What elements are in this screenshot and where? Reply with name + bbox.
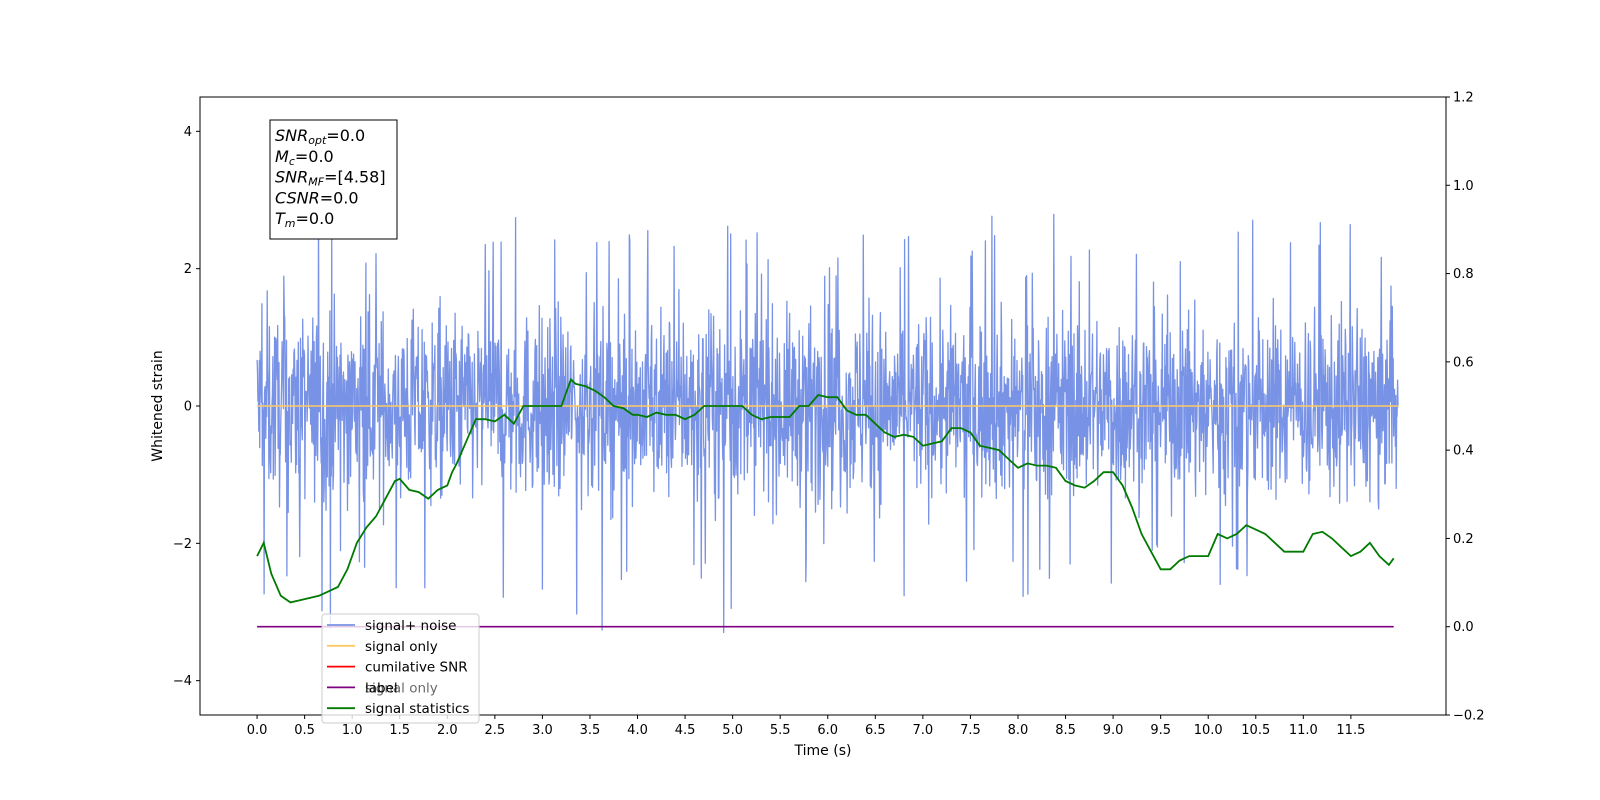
info-subscript: m (285, 217, 296, 230)
x-tick-label: 3.0 (532, 723, 553, 738)
x-tick-label: 8.5 (1055, 723, 1076, 738)
info-base: T (275, 209, 286, 228)
signal-noise-line (256, 213, 1399, 634)
x-tick-label: 6.0 (817, 723, 838, 738)
y-tick-label: 2 (184, 262, 192, 277)
y2-tick-label: 1.0 (1453, 179, 1474, 194)
x-tick-label: 11.0 (1289, 723, 1318, 738)
legend: signal only signal+ noise signal only cumil… (321, 613, 480, 724)
y2-tick-label: 0.6 (1453, 355, 1474, 370)
x-tick-label: 2.5 (485, 723, 506, 738)
info-base: M (275, 147, 289, 166)
x-tick-label: 10.5 (1241, 723, 1270, 738)
info-box: SNRopt=0.0Mc=0.0SNRMF=[4.58]CSNR=0.0Tm=0… (269, 119, 398, 240)
info-line: Mc=0.0 (275, 147, 334, 168)
y2-tick-label: 1.2 (1453, 91, 1474, 106)
info-value: =[4.58] (324, 168, 386, 187)
y2-tick-label: 0.2 (1453, 532, 1474, 547)
info-base: SNR (275, 126, 308, 145)
x-tick-label: 9.5 (1150, 723, 1171, 738)
y2-tick-label: −0.2 (1453, 709, 1485, 724)
x-tick-label: 11.5 (1336, 723, 1365, 738)
legend-label: signal+ noise (365, 618, 456, 634)
x-axis-label: Time (s) (794, 743, 852, 759)
y-tick-label: −4 (173, 674, 192, 689)
x-tick-label: 3.5 (580, 723, 601, 738)
x-tick-label: 1.5 (389, 723, 410, 738)
info-base: CSNR (275, 188, 320, 207)
info-line: CSNR=0.0 (275, 188, 359, 207)
x-tick-label: 5.0 (722, 723, 743, 738)
x-tick-label: 9.0 (1103, 723, 1124, 738)
info-line: Tm=0.0 (275, 209, 334, 230)
legend-frame (321, 613, 480, 724)
x-tick-label: 2.0 (437, 723, 458, 738)
legend-hidden-label: signal only (365, 680, 438, 696)
x-tick-label: 4.0 (627, 723, 648, 738)
x-tick-label: 7.0 (913, 723, 934, 738)
info-line: SNRopt=0.0 (275, 126, 365, 147)
info-subscript: opt (308, 134, 327, 147)
y-tick-label: 4 (184, 125, 192, 140)
x-axis-ticks: 0.0 0.5 1.0 1.5 2.0 2.5 3.0 3.5 4.0 4.5 5.0 5.5 6.0 6… (247, 715, 1365, 738)
info-subscript: MF (308, 176, 324, 189)
x-tick-label: 6.5 (865, 723, 886, 738)
legend-label: signal statistics (365, 701, 469, 717)
y2-tick-label: 0.4 (1453, 444, 1474, 459)
signal-noise-trace (256, 213, 1399, 634)
info-subscript: c (289, 155, 295, 168)
y-axis-ticks: −4 −2 0 2 4 (173, 125, 200, 689)
x-tick-label: 1.0 (342, 723, 363, 738)
y-tick-label: −2 (173, 537, 192, 552)
info-value: =0.0 (320, 188, 359, 207)
info-line: SNRMF=[4.58] (275, 168, 386, 189)
legend-label: cumilative SNR (365, 660, 468, 676)
y2-tick-label: 0.8 (1453, 267, 1474, 282)
info-value: =0.0 (295, 147, 334, 166)
y-tick-label: 0 (184, 400, 192, 415)
legend-label: signal only (365, 639, 438, 655)
signal-statistics-line (256, 377, 1395, 604)
info-base: SNR (275, 168, 308, 187)
x-tick-label: 10.0 (1194, 723, 1223, 738)
legend-label: label (365, 680, 398, 696)
x-tick-label: 8.0 (1008, 723, 1029, 738)
x-tick-label: 0.0 (247, 723, 268, 738)
y2-tick-label: 0.0 (1453, 620, 1474, 635)
info-box-frame (269, 119, 398, 240)
x-tick-label: 7.5 (960, 723, 981, 738)
y2-axis-ticks: −0.2 0.0 0.2 0.4 0.6 0.8 1.0 1.2 (1446, 91, 1485, 724)
x-tick-label: 0.5 (294, 723, 315, 738)
x-tick-label: 5.5 (770, 723, 791, 738)
info-value: =0.0 (296, 209, 335, 228)
y-axis-label: Whitened strain (150, 350, 166, 461)
info-value: =0.0 (326, 126, 365, 145)
x-tick-label: 4.5 (675, 723, 696, 738)
